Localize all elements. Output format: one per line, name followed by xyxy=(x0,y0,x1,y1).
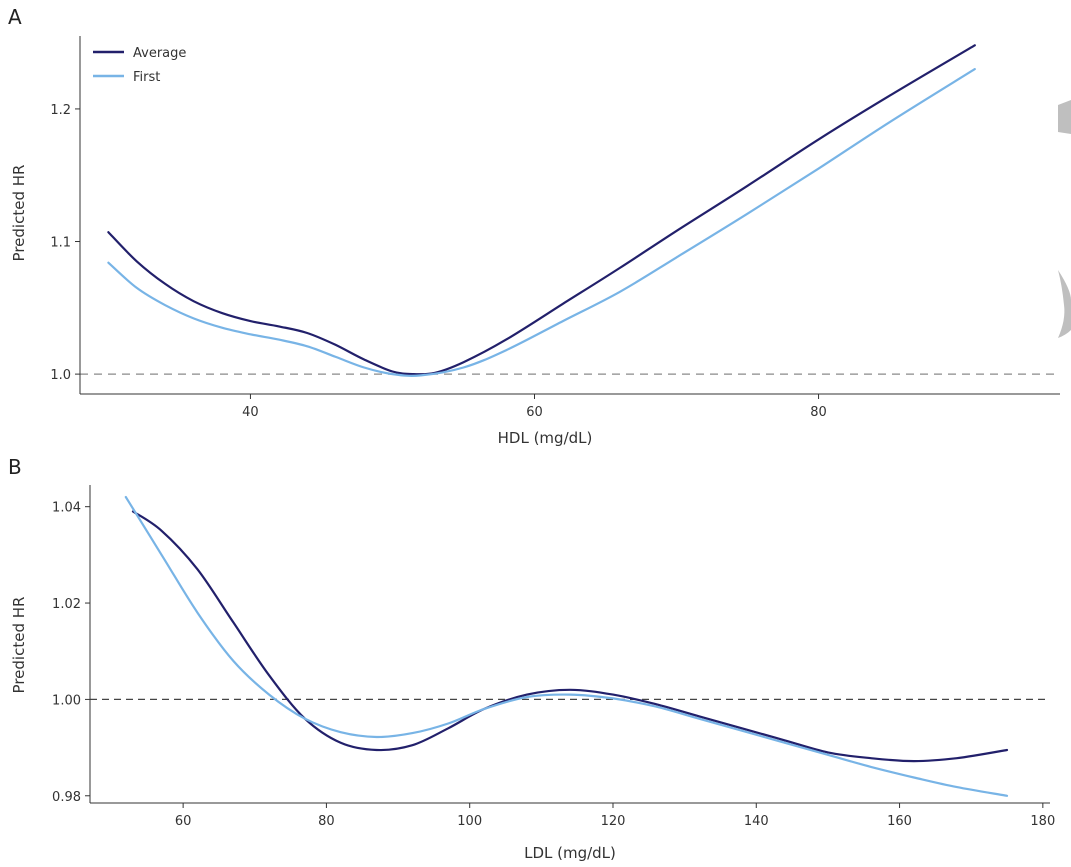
panel-a-x-tick-label: 40 xyxy=(242,405,259,420)
panel-a-y-tick-label: 1.0 xyxy=(50,368,71,383)
panel-letter-b: B xyxy=(8,455,22,479)
panel-b-plot-area xyxy=(90,495,1050,797)
panel-a-x-tick-label: 80 xyxy=(810,405,827,420)
panel-b-y-tick-label: 1.02 xyxy=(52,597,81,612)
panel-b-y-tick-label: 0.98 xyxy=(52,790,81,805)
panel-b-series-average xyxy=(131,510,1009,763)
panel-a-series-average xyxy=(107,44,976,376)
legend-label-average: Average xyxy=(133,46,186,61)
panel-a-plot-area xyxy=(80,44,1060,377)
panel-letter-a: A xyxy=(8,5,22,29)
panel-b-axes: 60 80 100 120 140 160 180 0.98 1.00 1.02 1.04 xyxy=(52,485,1055,829)
panel-a-y-axis-title: Predicted HR xyxy=(10,165,28,262)
panel-b-x-tick-label: 140 xyxy=(744,814,769,829)
panel-b-x-tick-label: 180 xyxy=(1030,814,1055,829)
panel-a-series-first xyxy=(107,68,976,377)
panel-b-x-tick-label: 60 xyxy=(175,814,192,829)
panel-a-x-tick-label: 60 xyxy=(526,405,543,420)
panel-a-legend: Average First xyxy=(93,46,186,85)
panel-b: B 60 80 100 120 140 160 180 0.98 1.00 1.02 1.04 LD… xyxy=(8,455,1055,862)
panel-a-x-axis-title: HDL (mg/dL) xyxy=(498,429,593,447)
panel-b-series-first xyxy=(124,495,1009,797)
panel-b-x-tick-label: 100 xyxy=(457,814,482,829)
panel-b-x-axis-title: LDL (mg/dL) xyxy=(524,844,616,862)
panel-b-x-tick-label: 80 xyxy=(318,814,335,829)
cropped-edge-mark-lower xyxy=(1058,270,1071,338)
panel-a-y-tick-label: 1.1 xyxy=(50,236,71,251)
cropped-edge-mark-upper xyxy=(1058,100,1071,134)
legend-label-first: First xyxy=(133,70,160,85)
panel-b-y-tick-label: 1.00 xyxy=(52,693,81,708)
panel-a-axes: 40 60 80 1.0 1.1 1.2 xyxy=(50,36,1060,420)
panel-b-y-tick-label: 1.04 xyxy=(52,501,81,516)
panel-a-y-tick-label: 1.2 xyxy=(50,103,71,118)
panel-b-x-tick-label: 120 xyxy=(601,814,626,829)
panel-b-y-axis-title: Predicted HR xyxy=(10,597,28,694)
panel-a: A 40 60 80 1.0 1.1 1.2 HDL (mg/dL) Predicted … xyxy=(8,5,1060,447)
panel-b-x-tick-label: 160 xyxy=(887,814,912,829)
